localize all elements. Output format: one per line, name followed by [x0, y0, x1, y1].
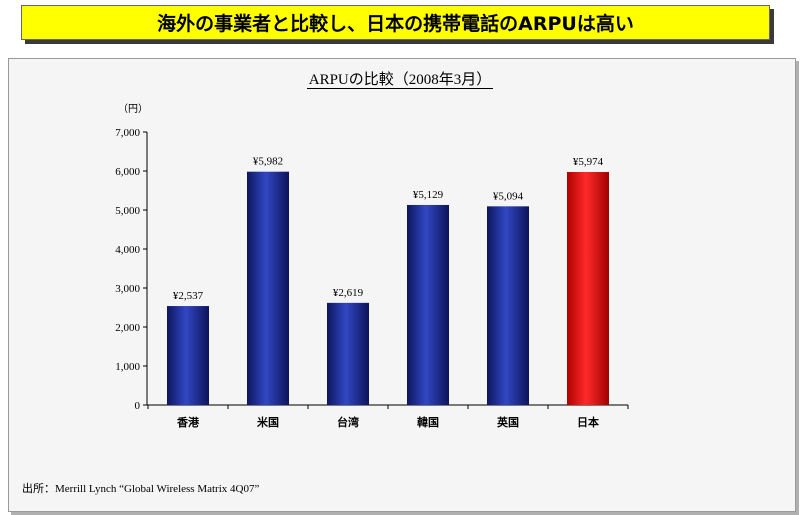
headline-banner: 海外の事業者と比較し、日本の携帯電話のARPUは高い	[21, 5, 770, 40]
data-label: ¥5,982	[253, 156, 283, 168]
y-tick-label: 2,000	[115, 322, 140, 334]
bars	[167, 171, 609, 405]
y-tick-label: 7,000	[115, 127, 140, 139]
bar-4	[487, 206, 529, 405]
labels: 0 1,000 2,000 3,000 4,000 5,000 6,000 7,000 ¥2,5…	[115, 127, 603, 429]
data-label: ¥5,094	[493, 190, 524, 202]
category-label: 米国	[256, 415, 279, 429]
chart-title-text: ARPUの比較（2008年3月）	[306, 72, 494, 89]
axes	[143, 131, 629, 409]
data-label: ¥2,619	[333, 287, 364, 299]
category-label: 台湾	[337, 415, 359, 429]
bar-0	[167, 306, 209, 405]
y-tick-label: 3,000	[115, 283, 140, 295]
chart-title: ARPUの比較（2008年3月）	[0, 68, 800, 89]
bar-2	[327, 302, 369, 405]
y-tick-label: 0	[135, 400, 141, 412]
chart-panel	[8, 58, 796, 512]
y-tick-label: 4,000	[115, 244, 140, 256]
y-tick-label: 6,000	[115, 166, 140, 178]
bar-3	[407, 204, 449, 405]
category-label: 英国	[496, 415, 519, 429]
bar-5	[567, 172, 609, 405]
y-tick-label: 1,000	[115, 361, 140, 373]
y-tick-label: 5,000	[115, 205, 140, 217]
category-label: 日本	[577, 415, 599, 429]
category-label: 香港	[176, 415, 200, 429]
bar-1	[247, 171, 289, 405]
data-label: ¥5,129	[413, 189, 444, 201]
data-label: ¥2,537	[173, 290, 204, 302]
category-label: 韓国	[417, 415, 439, 429]
source-note: 出所：Merrill Lynch “Global Wireless Matrix…	[22, 483, 260, 495]
y-axis-unit: （円）	[118, 104, 148, 115]
data-label: ¥5,974	[573, 156, 604, 168]
